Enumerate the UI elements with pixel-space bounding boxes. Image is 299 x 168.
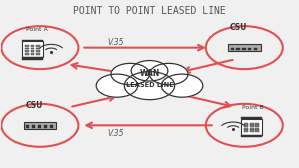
FancyBboxPatch shape bbox=[36, 45, 40, 47]
FancyBboxPatch shape bbox=[237, 48, 240, 50]
Circle shape bbox=[96, 74, 138, 97]
Text: V.35: V.35 bbox=[107, 129, 124, 138]
Circle shape bbox=[150, 63, 188, 85]
FancyBboxPatch shape bbox=[255, 125, 259, 127]
FancyBboxPatch shape bbox=[245, 128, 248, 130]
FancyBboxPatch shape bbox=[36, 53, 40, 55]
FancyBboxPatch shape bbox=[25, 48, 29, 49]
FancyBboxPatch shape bbox=[22, 40, 43, 41]
FancyBboxPatch shape bbox=[24, 122, 56, 129]
FancyBboxPatch shape bbox=[22, 41, 43, 57]
FancyBboxPatch shape bbox=[50, 125, 53, 128]
Text: POINT TO POINT LEASED LINE: POINT TO POINT LEASED LINE bbox=[73, 6, 226, 15]
Text: Point B: Point B bbox=[242, 105, 264, 110]
Text: LEASED LINE: LEASED LINE bbox=[126, 82, 173, 88]
Circle shape bbox=[161, 74, 203, 97]
FancyBboxPatch shape bbox=[26, 125, 29, 128]
FancyBboxPatch shape bbox=[254, 48, 257, 50]
FancyBboxPatch shape bbox=[245, 130, 248, 132]
Circle shape bbox=[111, 63, 150, 85]
FancyBboxPatch shape bbox=[22, 57, 43, 60]
FancyBboxPatch shape bbox=[36, 48, 40, 49]
Text: V.35: V.35 bbox=[107, 38, 124, 47]
FancyBboxPatch shape bbox=[25, 53, 29, 55]
Circle shape bbox=[124, 72, 175, 100]
Text: CSU: CSU bbox=[25, 101, 43, 110]
FancyBboxPatch shape bbox=[241, 117, 262, 119]
FancyBboxPatch shape bbox=[245, 125, 248, 127]
FancyBboxPatch shape bbox=[30, 50, 34, 52]
FancyBboxPatch shape bbox=[30, 53, 34, 55]
FancyBboxPatch shape bbox=[228, 44, 261, 51]
FancyBboxPatch shape bbox=[44, 125, 47, 128]
FancyBboxPatch shape bbox=[245, 123, 248, 124]
FancyBboxPatch shape bbox=[38, 125, 41, 128]
Text: WAN: WAN bbox=[139, 69, 160, 78]
FancyBboxPatch shape bbox=[30, 48, 34, 49]
FancyBboxPatch shape bbox=[36, 50, 40, 52]
Text: CSU: CSU bbox=[230, 23, 247, 32]
FancyBboxPatch shape bbox=[241, 135, 262, 137]
FancyBboxPatch shape bbox=[32, 125, 35, 128]
FancyBboxPatch shape bbox=[250, 130, 254, 132]
FancyBboxPatch shape bbox=[25, 45, 29, 47]
FancyBboxPatch shape bbox=[30, 45, 34, 47]
FancyBboxPatch shape bbox=[250, 125, 254, 127]
FancyBboxPatch shape bbox=[250, 123, 254, 124]
FancyBboxPatch shape bbox=[242, 48, 245, 50]
FancyBboxPatch shape bbox=[255, 130, 259, 132]
FancyBboxPatch shape bbox=[241, 119, 262, 135]
FancyBboxPatch shape bbox=[231, 48, 234, 50]
FancyBboxPatch shape bbox=[255, 128, 259, 130]
Circle shape bbox=[131, 60, 168, 81]
FancyBboxPatch shape bbox=[25, 50, 29, 52]
Text: Point A: Point A bbox=[26, 27, 48, 32]
FancyBboxPatch shape bbox=[255, 123, 259, 124]
FancyBboxPatch shape bbox=[250, 128, 254, 130]
FancyBboxPatch shape bbox=[248, 48, 251, 50]
